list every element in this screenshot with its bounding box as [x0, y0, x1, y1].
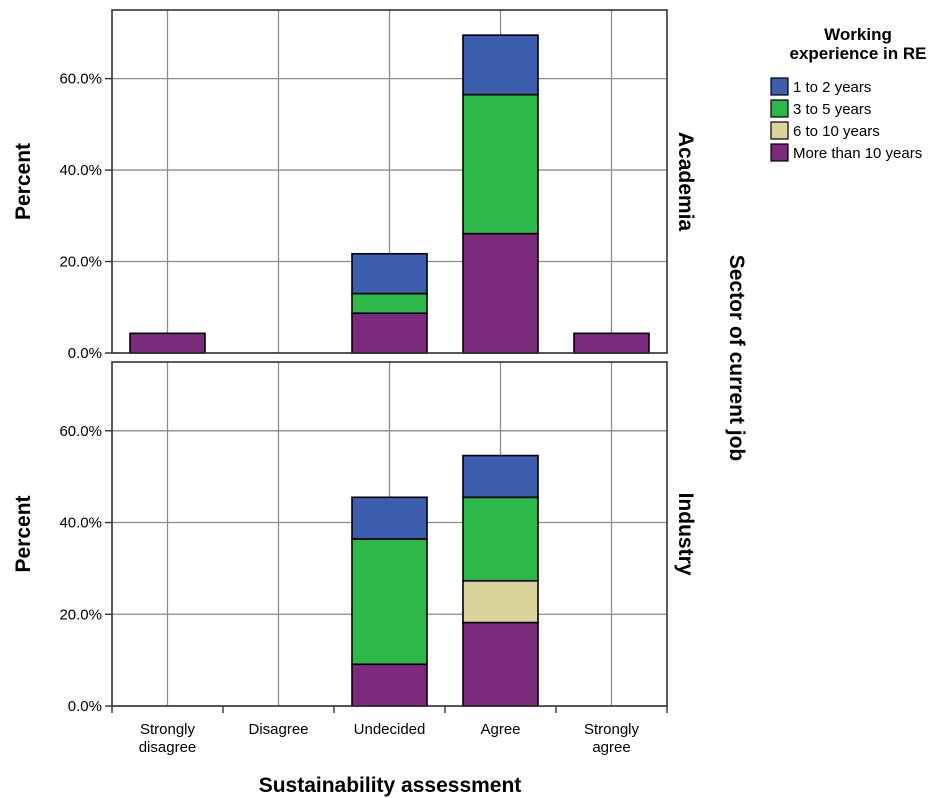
bar-segment — [351, 312, 428, 354]
bar-segment — [351, 292, 428, 315]
legend-entry-label: 6 to 10 years — [793, 123, 880, 140]
y-axis-title: Percent — [12, 495, 35, 572]
y-tick-label: 20.0% — [59, 254, 102, 271]
legend-entry-label: More than 10 years — [793, 145, 922, 162]
panel-frame — [111, 361, 668, 707]
bar-segment — [351, 496, 428, 540]
y-tick-label: 0.0% — [68, 345, 102, 362]
y-tick-label: 0.0% — [68, 698, 102, 715]
chart-panels: 0.0% 20.0% 40.0% 60.0% Percent Academia 0.0% 20… — [12, 9, 697, 715]
bar-segment — [129, 332, 206, 354]
bar-segment — [462, 93, 539, 235]
legend-title: experience in RE — [789, 44, 926, 63]
panel-label: Industry — [674, 493, 697, 576]
x-tick-label: Disagree — [248, 721, 308, 738]
bar-segment — [462, 496, 539, 582]
bar-segment — [462, 34, 539, 96]
x-tick-label: Undecided — [354, 721, 426, 738]
x-tick-label: Strongly — [584, 721, 640, 738]
x-tick-label: disagree — [139, 739, 197, 756]
y-tick-label: 20.0% — [59, 606, 102, 623]
x-tick-label: Strongly — [140, 721, 196, 738]
bar-segment — [462, 621, 539, 707]
y-tick-label: 40.0% — [59, 515, 102, 532]
bar-segment — [351, 663, 428, 707]
y-axis-title: Percent — [12, 143, 35, 220]
legend-swatch — [770, 99, 789, 118]
panel-academia: 0.0% 20.0% 40.0% 60.0% Percent Academia — [12, 9, 697, 362]
legend-swatch — [770, 143, 789, 162]
legend-swatch — [770, 77, 789, 96]
legend-swatch — [770, 121, 789, 140]
panel-frame — [111, 9, 668, 354]
legend-title: Working — [824, 25, 892, 44]
facet-axis-title: Sector of current job — [725, 255, 748, 462]
bar-segment — [351, 252, 428, 295]
bar-segment — [462, 454, 539, 499]
bar-segment — [573, 332, 650, 354]
legend-entry-label: 1 to 2 years — [793, 79, 871, 96]
panel-label: Academia — [674, 132, 697, 232]
bar-segment — [351, 538, 428, 666]
bar-segment — [462, 232, 539, 354]
bar-segment — [462, 579, 539, 624]
x-tick-label: Agree — [480, 721, 520, 738]
y-tick-label: 60.0% — [59, 423, 102, 440]
x-axis-title: Sustainability assessment — [259, 774, 522, 797]
x-tick-label: agree — [592, 739, 630, 756]
y-tick-label: 40.0% — [59, 162, 102, 179]
panel-industry: 0.0% 20.0% 40.0% 60.0% Percent Industry — [12, 361, 697, 715]
y-tick-label: 60.0% — [59, 71, 102, 88]
legend-entry-label: 3 to 5 years — [793, 101, 871, 118]
